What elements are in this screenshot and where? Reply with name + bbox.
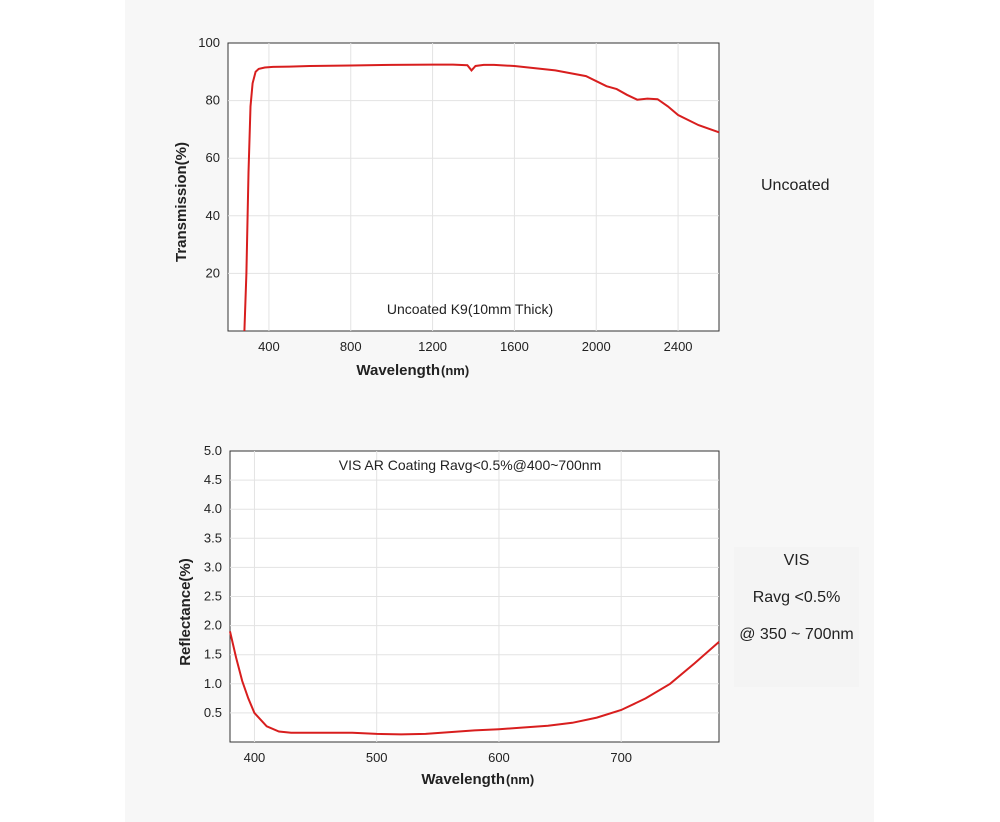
y-tick-label: 5.0	[204, 443, 222, 458]
transmission-xlabel-unit: (nm)	[441, 363, 469, 378]
transmission-x-ticks: 400 800 1200 1600 2000 2400	[258, 339, 692, 354]
x-tick-label: 2400	[664, 339, 693, 354]
reflectance-y-ticks: 0.5 1.0 1.5 2.0 2.5 3.0 3.5 4.0 4.5 5.0	[204, 443, 222, 720]
reflectance-xlabel: Wavelength	[421, 771, 505, 788]
y-tick-label: 20	[206, 265, 220, 280]
reflectance-x-ticks: 400 500 600 700	[244, 750, 632, 765]
reflectance-curve	[229, 631, 720, 736]
y-tick-label: 3.5	[204, 530, 222, 545]
x-tick-label: 600	[488, 750, 510, 765]
uncoated-side-label: Uncoated	[761, 177, 830, 194]
x-tick-label: 500	[366, 750, 388, 765]
vis-info-box: VIS Ravg <0.5% @ 350 ~ 700nm	[734, 547, 859, 687]
transmission-xlabel: Wavelength	[356, 362, 440, 379]
y-tick-label: 0.5	[204, 705, 222, 720]
transmission-ylabel: Transmission(%)	[173, 142, 190, 262]
transmission-curve	[243, 63, 720, 332]
transmission-chart: 20 40 60 80 100 400 800 1200 1600 2000 2400 Uncoa…	[173, 35, 720, 379]
x-tick-label: 800	[340, 339, 362, 354]
y-tick-label: 2.5	[204, 589, 222, 604]
y-tick-label: 100	[198, 35, 220, 50]
y-tick-label: 2.0	[204, 618, 222, 633]
x-tick-label: 1200	[418, 339, 447, 354]
transmission-chart-title: Uncoated K9(10mm Thick)	[387, 301, 553, 317]
reflectance-ylabel: Reflectance(%)	[177, 558, 194, 666]
y-tick-label: 1.0	[204, 676, 222, 691]
range-label: @ 350 ~ 700nm	[739, 626, 854, 643]
reflectance-xlabel-unit: (nm)	[506, 772, 534, 787]
y-tick-label: 3.0	[204, 559, 222, 574]
y-tick-label: 40	[206, 208, 220, 223]
transmission-y-ticks: 20 40 60 80 100	[198, 35, 220, 280]
x-tick-label: 700	[610, 750, 632, 765]
x-tick-label: 2000	[582, 339, 611, 354]
y-tick-label: 4.0	[204, 501, 222, 516]
x-tick-label: 1600	[500, 339, 529, 354]
y-tick-label: 60	[206, 150, 220, 165]
vis-label: VIS	[783, 552, 810, 569]
y-tick-label: 4.5	[204, 472, 222, 487]
x-tick-label: 400	[258, 339, 280, 354]
y-tick-label: 80	[206, 93, 220, 108]
y-tick-label: 1.5	[204, 647, 222, 662]
x-tick-label: 400	[244, 750, 266, 765]
reflectance-chart: 0.5 1.0 1.5 2.0 2.5 3.0 3.5 4.0 4.5 5.0 400 500 600…	[177, 443, 720, 788]
transmission-plot-area	[227, 42, 720, 332]
reflectance-grid	[230, 451, 719, 742]
ravg-label: Ravg <0.5%	[752, 589, 841, 606]
reflectance-chart-title: VIS AR Coating Ravg<0.5%@400~700nm	[339, 457, 602, 473]
